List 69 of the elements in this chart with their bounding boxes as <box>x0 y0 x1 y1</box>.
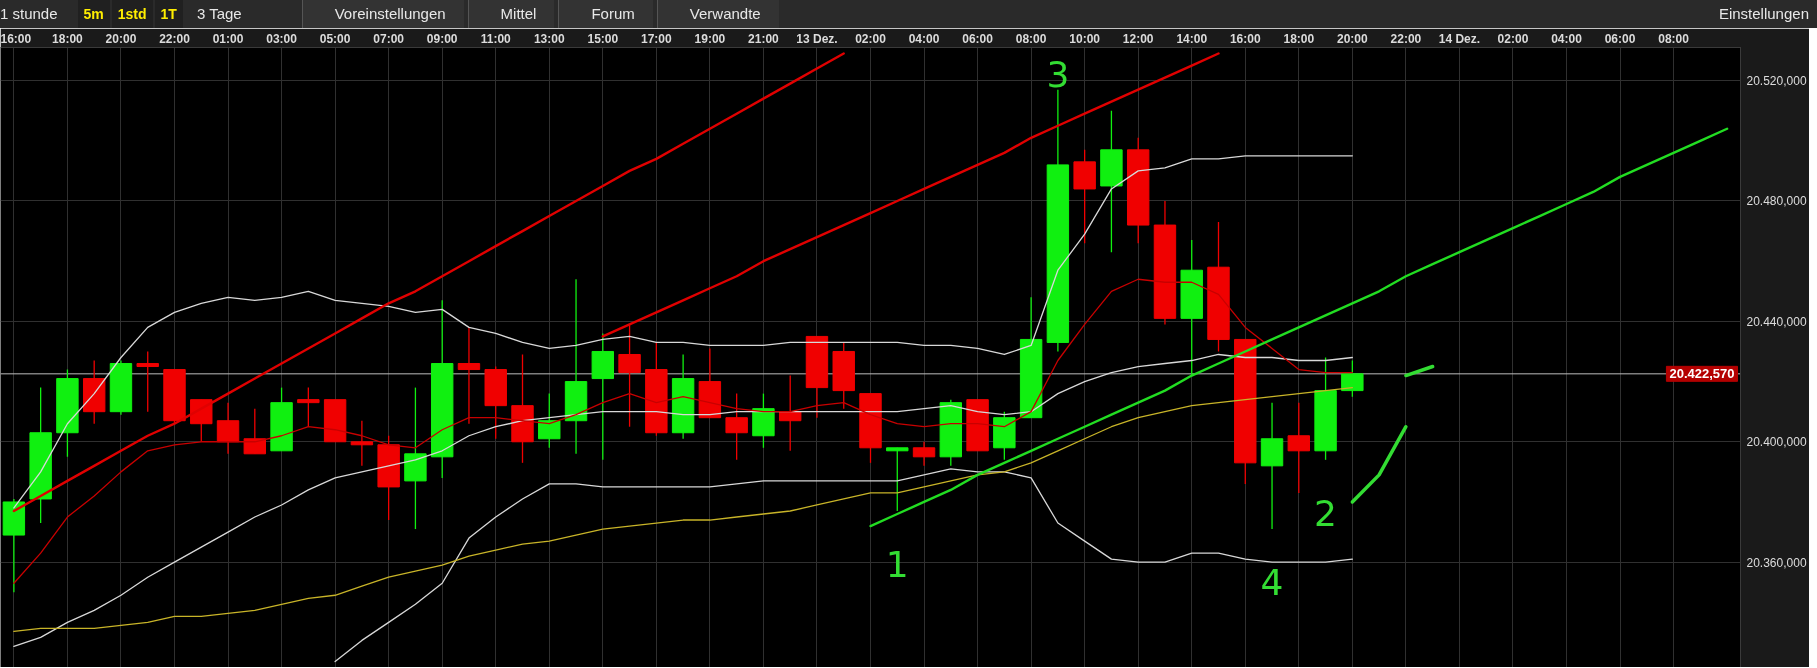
x-tick-label: 04:00 <box>908 31 940 46</box>
annotation: 4 <box>1260 562 1284 604</box>
text: Verwandte <box>656 0 779 28</box>
candlestick <box>538 392 561 449</box>
text: 3 Tage <box>195 4 243 24</box>
text: 1std <box>111 0 153 28</box>
x-tick-label: 01:00 <box>212 31 244 46</box>
x-tick-label: 12:00 <box>1122 31 1154 46</box>
x-tick-label: 13:00 <box>533 31 565 46</box>
candlestick <box>725 392 748 461</box>
annotation: 1 <box>885 544 909 585</box>
x-tick-label: 10:00 <box>1069 31 1101 46</box>
y-tick-label: 20.480,000 <box>1746 194 1807 209</box>
x-tick-label: 02:00 <box>1497 31 1529 46</box>
text: 1T <box>154 0 183 28</box>
candlestick <box>216 402 240 455</box>
x-tick-label: 18:00 <box>1283 31 1315 46</box>
line-series <box>601 52 1220 338</box>
candlestick <box>618 323 641 428</box>
candlestick <box>912 441 936 467</box>
x-tick-label: 16:00 <box>1229 31 1261 46</box>
x-tick-label: 15:00 <box>587 31 619 46</box>
text: 5m <box>77 0 110 28</box>
text: Forum <box>558 0 653 28</box>
x-tick-label: 06:00 <box>1604 31 1636 46</box>
y-tick-label: 20.360,000 <box>1746 555 1807 570</box>
x-tick-label: 20:00 <box>105 31 137 46</box>
x-tick-label: 09:00 <box>426 31 458 46</box>
candlestick <box>136 350 159 413</box>
x-tick-label: 19:00 <box>694 31 726 46</box>
x-tick-label: 16:00 <box>0 31 32 46</box>
x-tick-label: 05:00 <box>319 31 351 46</box>
y-tick-label: 20.520,000 <box>1746 74 1807 89</box>
text: Einstellungen <box>1717 4 1810 24</box>
candlestick <box>1287 402 1311 494</box>
x-tick-label: 02:00 <box>855 31 887 46</box>
candlestick <box>243 408 267 455</box>
x-tick-label: 11:00 <box>480 31 512 46</box>
x-tick-label: 04:00 <box>1551 31 1583 46</box>
x-tick-label: 20:00 <box>1337 31 1369 46</box>
x-tick-label: 06:00 <box>962 31 994 46</box>
x-tick-label: 03:00 <box>266 31 298 46</box>
x-tick-label: 14:00 <box>1176 31 1208 46</box>
candlestick <box>778 374 802 452</box>
x-tick-label: 17:00 <box>641 31 673 46</box>
x-tick-label: 14 Dez. <box>1438 31 1481 46</box>
x-tick-label: 22:00 <box>1390 31 1422 46</box>
candlestick <box>1341 359 1364 398</box>
candlestick <box>886 447 909 512</box>
y-tick-label: 20.400,000 <box>1746 435 1807 450</box>
x-tick-label: 07:00 <box>373 31 405 46</box>
candlestick <box>457 326 481 425</box>
x-tick-label: 22:00 <box>159 31 191 46</box>
line-series <box>334 468 1353 663</box>
text: Mittel <box>467 0 555 28</box>
ref-line-label: 20.422,570 <box>1669 366 1735 382</box>
x-tick-label: 21:00 <box>748 31 780 46</box>
candlestick <box>297 386 320 428</box>
annotation: 2 <box>1314 492 1338 534</box>
x-tick-label: 08:00 <box>1658 31 1690 46</box>
x-tick-label: 13 Dez. <box>796 31 838 46</box>
annotation: 3 <box>1046 53 1070 95</box>
y-tick-label: 20.440,000 <box>1746 314 1807 329</box>
text: Voreinstellungen <box>301 0 464 28</box>
line-series <box>13 353 1353 648</box>
text: 1 stunde <box>0 4 59 24</box>
candlestick <box>350 420 374 467</box>
x-tick-label: 18:00 <box>52 31 84 46</box>
x-tick-label: 08:00 <box>1015 31 1047 46</box>
